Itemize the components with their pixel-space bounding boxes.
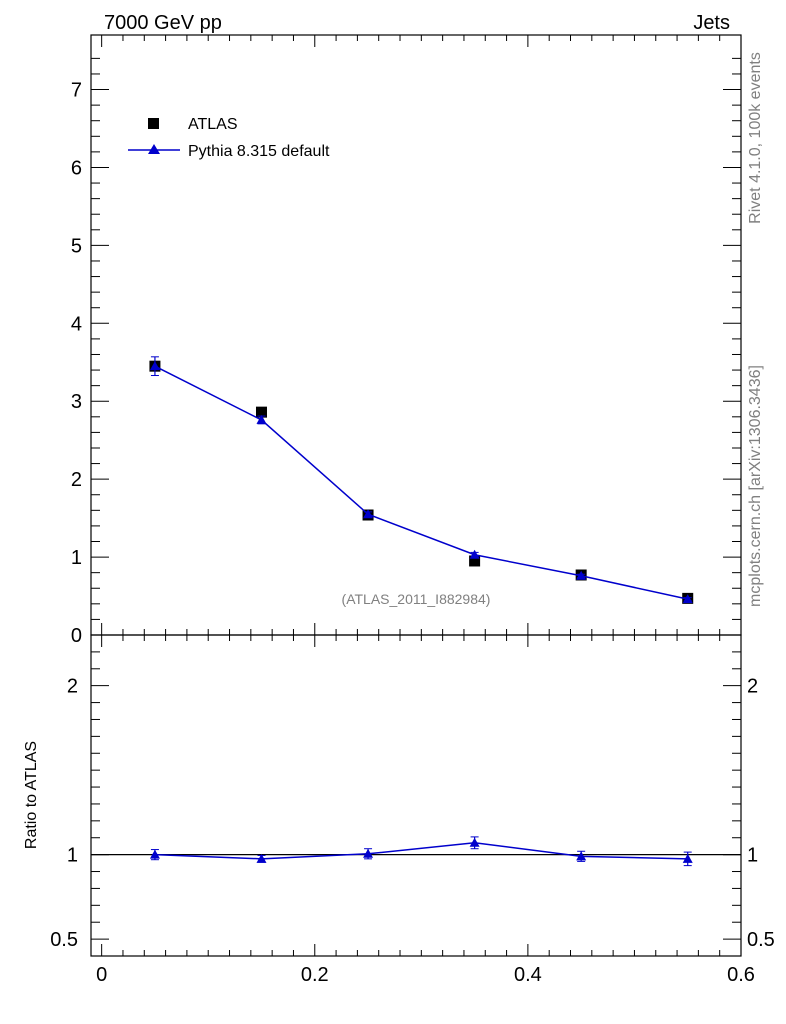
ratio-point bbox=[682, 853, 693, 863]
pythia-point bbox=[256, 414, 267, 424]
ratio-point bbox=[469, 837, 480, 847]
main-ytick-label: 3 bbox=[71, 391, 82, 413]
legend-atlas-label: ATLAS bbox=[188, 116, 238, 133]
pythia-point bbox=[469, 549, 480, 559]
ratio-point bbox=[576, 851, 587, 861]
legend-mc-label: Pythia 8.315 default bbox=[188, 143, 330, 160]
main-ytick-label: 7 bbox=[71, 80, 82, 102]
ratio-ytick-label-left: 1 bbox=[67, 845, 78, 867]
main-ytick-label: 6 bbox=[71, 157, 82, 179]
pythia-point bbox=[576, 570, 587, 580]
pythia-point bbox=[682, 594, 693, 604]
side-label-top: Rivet 4.1.0, 100k events bbox=[747, 52, 764, 224]
ratio-point bbox=[149, 849, 160, 859]
atlas-point bbox=[469, 555, 481, 567]
main-ytick-label: 0 bbox=[71, 625, 82, 647]
ratio-xtick-label: 0 bbox=[96, 964, 107, 986]
legend: ATLAS Pythia 8.315 default bbox=[128, 116, 330, 160]
legend-mc-marker bbox=[148, 144, 160, 154]
ratio-plot: 0 0.2 0.4 0.6 0.5 0.5 1 1 2 2 bbox=[50, 635, 775, 986]
ratio-ytick-label-right: 0.5 bbox=[747, 929, 775, 951]
ratio-ytick-label-right: 1 bbox=[747, 845, 758, 867]
main-ytick-label: 2 bbox=[71, 469, 82, 491]
pythia-line bbox=[154, 365, 688, 600]
watermark: (ATLAS_2011_I882984) bbox=[342, 591, 491, 607]
atlas-point bbox=[255, 406, 267, 418]
main-plot: 0 1 2 3 4 5 6 7 bbox=[71, 35, 742, 647]
main-ytick-label: 5 bbox=[71, 235, 82, 257]
ratio-ytick-label-right: 2 bbox=[747, 676, 758, 698]
ratio-point bbox=[256, 853, 267, 863]
ratio-ylabel: Ratio to ATLAS bbox=[23, 741, 40, 849]
pythia-point bbox=[149, 361, 160, 371]
main-ytick-label: 4 bbox=[71, 313, 82, 335]
ratio-xtick-label: 0.2 bbox=[301, 964, 329, 986]
pythia-point bbox=[363, 509, 374, 519]
ratio-panel-frame bbox=[90, 634, 742, 957]
ratio-ytick-label-left: 2 bbox=[67, 676, 78, 698]
ratio-point bbox=[363, 848, 374, 858]
ratio-xtick-label: 0.4 bbox=[514, 964, 542, 986]
ratio-xtick-label: 0.6 bbox=[727, 964, 755, 986]
ratio-line bbox=[154, 842, 688, 860]
main-ytick-label: 1 bbox=[71, 547, 82, 569]
header-left: 7000 GeV pp bbox=[104, 12, 222, 34]
legend-atlas-marker bbox=[148, 118, 159, 129]
ratio-ytick-label-left: 0.5 bbox=[50, 929, 78, 951]
side-label-bottom: mcplots.cern.ch [arXiv:1306.3436] bbox=[747, 365, 764, 607]
header-right: Jets bbox=[693, 12, 730, 34]
